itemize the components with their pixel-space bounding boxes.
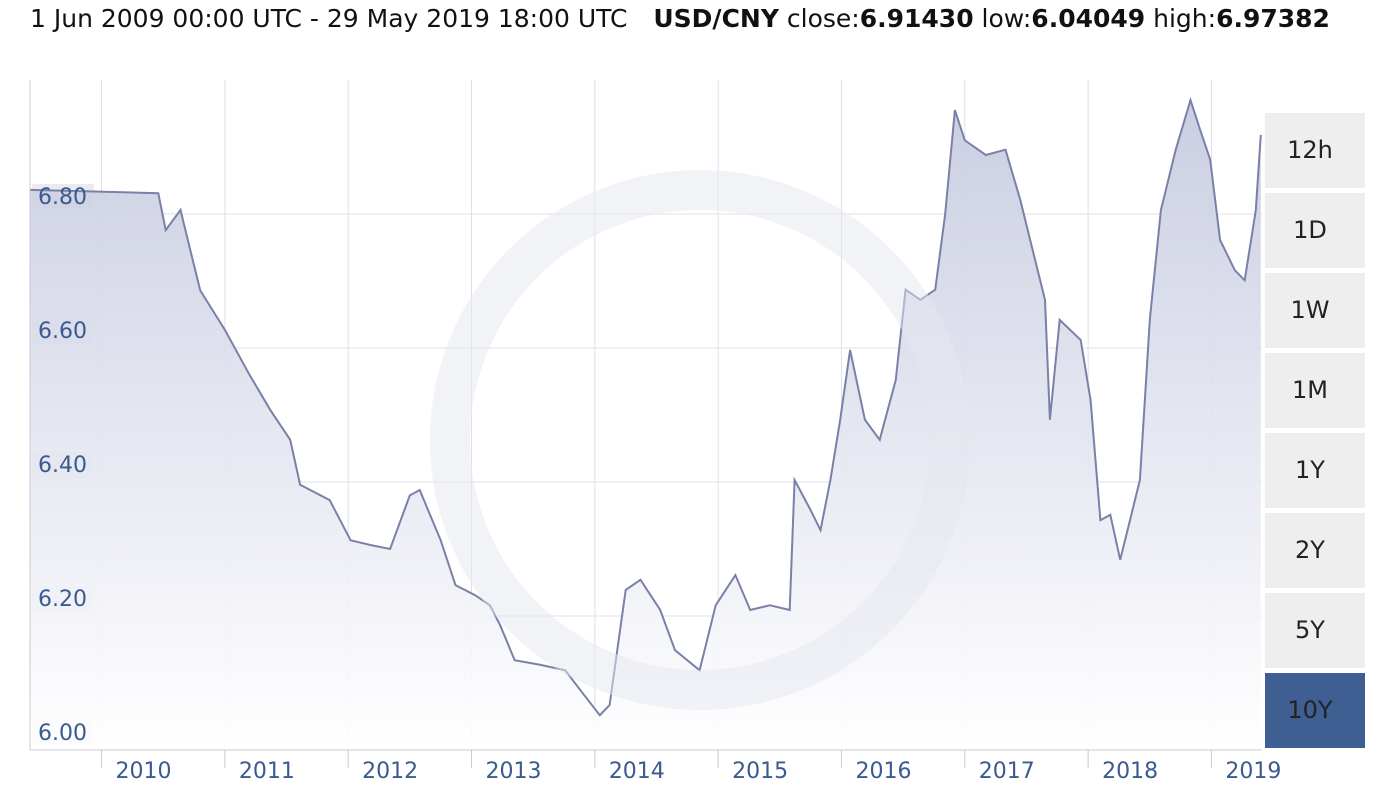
range-button[interactable] — [1265, 433, 1365, 508]
range-button[interactable] — [1265, 113, 1365, 188]
pair: USD/CNY — [653, 4, 779, 33]
range-button-label[interactable]: 10Y — [1287, 696, 1333, 724]
range-button-label[interactable]: 1W — [1291, 296, 1330, 324]
x-tick-label: 2017 — [979, 759, 1035, 784]
range-button[interactable] — [1265, 273, 1365, 348]
x-tick-label: 2010 — [116, 759, 172, 784]
area — [30, 100, 1261, 751]
x-tick-label: 2011 — [239, 759, 295, 784]
stat-label: high: — [1153, 4, 1216, 33]
range-button-label[interactable]: 1M — [1292, 376, 1328, 404]
line — [29, 96, 1262, 717]
range-button[interactable] — [1265, 513, 1365, 588]
x-tick-label: 2016 — [855, 759, 911, 784]
y-tick-label: 6.40 — [38, 453, 87, 478]
stat-value: 6.04049 — [1031, 4, 1145, 33]
y-tick-label: 6.20 — [38, 587, 87, 612]
chart-header: 1 Jun 2009 00:00 UTC - 29 May 2019 18:00… — [30, 4, 1330, 33]
range-button-label[interactable]: 2Y — [1295, 536, 1325, 564]
x-tick-label: 2012 — [362, 759, 418, 784]
y-tick-label: 6.00 — [38, 721, 87, 746]
stat-value: 6.97382 — [1216, 4, 1330, 33]
range-button[interactable] — [1265, 353, 1365, 428]
range-button-label[interactable]: 5Y — [1295, 616, 1325, 644]
x-tick-label: 2019 — [1225, 759, 1281, 784]
range-button[interactable] — [1265, 193, 1365, 268]
range-button-label[interactable]: 1Y — [1295, 456, 1325, 484]
range-button-label[interactable]: 12h — [1287, 136, 1333, 164]
range-button[interactable] — [1265, 593, 1365, 668]
date-range: 1 Jun 2009 00:00 UTC - 29 May 2019 18:00… — [30, 4, 627, 33]
x-tick-label: 2018 — [1102, 759, 1158, 784]
x-tick-label: 2013 — [485, 759, 541, 784]
watermark — [430, 170, 970, 710]
x-tick-label: 2015 — [732, 759, 788, 784]
stat-label: close: — [787, 4, 860, 33]
stat-label: low: — [982, 4, 1032, 33]
plot-area — [29, 80, 1262, 751]
range-button-label[interactable]: 1D — [1293, 216, 1327, 244]
range-button[interactable] — [1265, 673, 1365, 748]
y-tick-label: 6.80 — [38, 185, 87, 210]
y-tick-label: 6.60 — [38, 319, 87, 344]
stat-value: 6.91430 — [860, 4, 974, 33]
x-tick-label: 2014 — [609, 759, 665, 784]
